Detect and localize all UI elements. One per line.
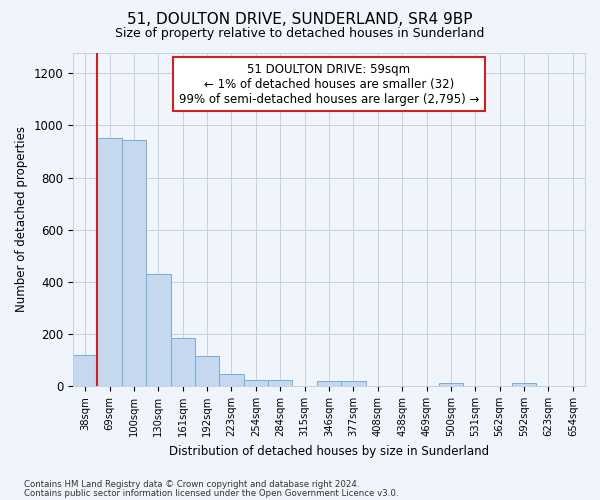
Y-axis label: Number of detached properties: Number of detached properties xyxy=(15,126,28,312)
Bar xyxy=(220,374,244,386)
Text: 51, DOULTON DRIVE, SUNDERLAND, SR4 9BP: 51, DOULTON DRIVE, SUNDERLAND, SR4 9BP xyxy=(127,12,473,28)
Bar xyxy=(439,384,463,386)
Text: Contains HM Land Registry data © Crown copyright and database right 2024.: Contains HM Land Registry data © Crown c… xyxy=(24,480,359,489)
Bar xyxy=(97,138,122,386)
Bar xyxy=(195,356,220,386)
Bar xyxy=(268,380,292,386)
Bar xyxy=(122,140,146,386)
Bar xyxy=(170,338,195,386)
Text: 51 DOULTON DRIVE: 59sqm
← 1% of detached houses are smaller (32)
99% of semi-det: 51 DOULTON DRIVE: 59sqm ← 1% of detached… xyxy=(179,62,479,106)
Bar xyxy=(317,382,341,386)
Bar xyxy=(244,380,268,386)
Bar xyxy=(73,355,97,386)
Bar xyxy=(512,384,536,386)
Bar xyxy=(146,274,170,386)
Text: Contains public sector information licensed under the Open Government Licence v3: Contains public sector information licen… xyxy=(24,488,398,498)
X-axis label: Distribution of detached houses by size in Sunderland: Distribution of detached houses by size … xyxy=(169,444,489,458)
Bar xyxy=(341,382,365,386)
Text: Size of property relative to detached houses in Sunderland: Size of property relative to detached ho… xyxy=(115,28,485,40)
